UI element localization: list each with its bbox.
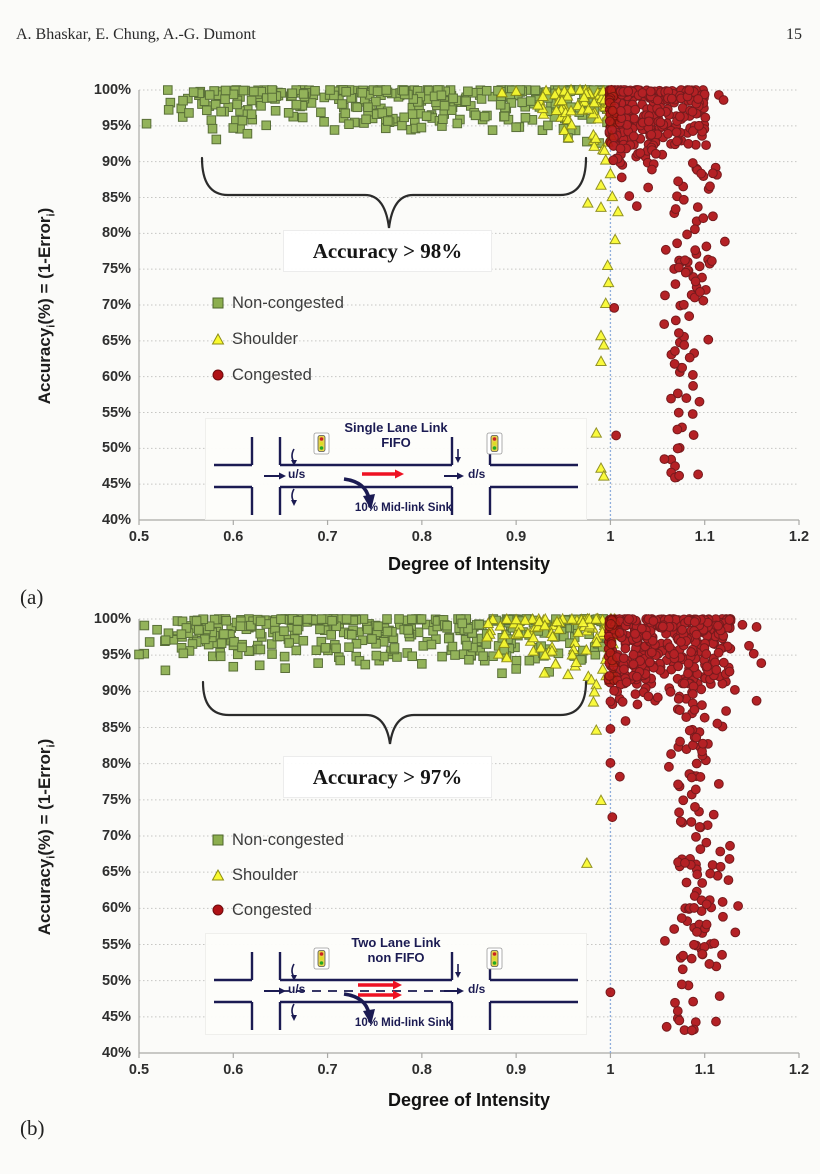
road-network xyxy=(214,952,578,1030)
x-tick-label: 1.1 xyxy=(694,1062,715,1078)
y-tick-label: 95% xyxy=(101,647,131,664)
y-tick-label: 90% xyxy=(101,153,131,170)
x-tick-label: 0.8 xyxy=(411,529,432,545)
y-tick-label: 65% xyxy=(101,864,131,881)
series-shoulder xyxy=(496,83,624,481)
y-tick-label: 60% xyxy=(101,368,131,385)
inset-ds-label-a: d/s xyxy=(468,467,486,481)
x-tick-label: 0.6 xyxy=(223,529,244,545)
legend-item-congested-b: Congested xyxy=(211,901,312,919)
inset-us-label-a: u/s xyxy=(288,467,306,481)
x-tick-label: 1.2 xyxy=(788,1062,810,1078)
x-tick-label: 1.2 xyxy=(788,529,810,545)
panel-label-b: (b) xyxy=(20,1116,45,1140)
x-tick-label: 1.1 xyxy=(694,529,715,545)
legend-square-icon xyxy=(212,834,224,846)
inset-us-label-b: u/s xyxy=(288,982,306,996)
x-tick-label: 0.6 xyxy=(223,1062,244,1078)
legend-square-icon xyxy=(212,297,224,309)
header-authors: A. Bhaskar, E. Chung, A.-G. Dumont xyxy=(16,26,256,43)
x-tick-label: 1 xyxy=(606,1062,615,1078)
inset-road-drawing-a xyxy=(214,432,578,515)
x-axis-title-a: Degree of Intensity xyxy=(387,554,551,574)
y-tick-label: 85% xyxy=(101,189,131,206)
x-tick-label: 0.5 xyxy=(128,1062,150,1078)
x-tick-label: 1 xyxy=(606,529,615,545)
legend-circle-icon xyxy=(212,904,224,916)
header-page-number: 15 xyxy=(786,26,802,43)
y-tick-label: 50% xyxy=(101,440,131,457)
y-tick-label: 70% xyxy=(101,828,131,844)
brace-annotation xyxy=(201,680,588,745)
y-tick-label: 40% xyxy=(101,512,131,528)
x-tick-label: 0.8 xyxy=(411,1062,432,1078)
legend-item-non-congested-a: Non-congested xyxy=(211,294,344,312)
y-tick-label: 65% xyxy=(101,332,131,349)
x-tick-label: 0.7 xyxy=(317,1062,338,1078)
y-tick-label: 75% xyxy=(101,261,131,278)
legend-item-shoulder-a: Shoulder xyxy=(211,330,298,348)
scatter-svg-b xyxy=(134,612,800,1058)
x-tick-label: 0.5 xyxy=(128,529,150,545)
y-tick-label: 80% xyxy=(101,225,131,242)
gridlines xyxy=(138,618,800,1058)
inset-sink-label-b: 10% Mid-link Sink xyxy=(354,1017,453,1029)
legend-triangle-icon xyxy=(211,868,225,881)
x-axis-title-b: Degree of Intensity xyxy=(387,1090,551,1110)
scatter-svg-a xyxy=(138,83,800,525)
y-tick-label: 75% xyxy=(101,791,131,808)
inset-title-b: Two Lane Link non FIFO xyxy=(351,935,441,965)
inset-sink-label-a: 10% Mid-link Sink xyxy=(354,502,453,514)
traffic-light-icon xyxy=(486,432,503,455)
inset-ds-label-b: d/s xyxy=(468,982,486,996)
x-tick-label: 0.7 xyxy=(317,529,338,545)
traffic-light-icon xyxy=(313,947,330,970)
y-tick-label: 55% xyxy=(101,404,131,421)
x-tick-label: 0.9 xyxy=(506,529,527,545)
y-tick-label: 45% xyxy=(101,1008,131,1025)
gridlines xyxy=(138,89,800,525)
y-tick-label: 80% xyxy=(101,755,131,772)
annotation-text-a: Accuracy > 98% xyxy=(312,238,463,263)
y-tick-label: 90% xyxy=(101,683,131,700)
y-tick-label: 60% xyxy=(101,900,131,917)
y-tick-label: 40% xyxy=(101,1045,131,1061)
legend-item-non-congested-b: Non-congested xyxy=(211,831,344,849)
x-tick-label: 0.9 xyxy=(506,1062,527,1078)
inset-title-a: Single Lane Link FIFO xyxy=(344,420,448,450)
panel-label-a: (a) xyxy=(20,585,44,609)
y-tick-label: 100% xyxy=(93,82,131,98)
series-congested xyxy=(604,85,730,483)
plot-area-b: Accuracy > 97% Non-congested Shoulder Co… xyxy=(134,612,800,1058)
inset-diagram-two-lane: Two Lane Link non FIFO u/s d/s 10% Mid-li… xyxy=(205,933,587,1035)
annotation-box-b: Accuracy > 97% xyxy=(283,756,492,798)
y-tick-label: 55% xyxy=(101,936,131,953)
y-tick-label: 100% xyxy=(93,611,131,627)
legend-triangle-icon xyxy=(211,332,225,345)
y-tick-label: 95% xyxy=(101,117,131,134)
y-tick-label: 70% xyxy=(101,297,131,313)
inset-diagram-single-lane: Single Lane Link FIFO u/s d/s 10% Mid-lin… xyxy=(205,418,587,520)
legend-item-congested-a: Congested xyxy=(211,366,312,384)
annotation-box-a: Accuracy > 98% xyxy=(283,230,492,272)
legend-item-shoulder-b: Shoulder xyxy=(211,866,298,884)
series-congested xyxy=(603,614,767,1036)
traffic-light-icon xyxy=(313,432,330,455)
inset-road-drawing-b xyxy=(214,947,578,1030)
y-tick-label: 85% xyxy=(101,719,131,736)
annotation-text-b: Accuracy > 97% xyxy=(312,764,463,789)
brace-annotation xyxy=(200,156,588,229)
y-tick-label: 45% xyxy=(101,476,131,493)
traffic-light-icon xyxy=(486,947,503,970)
road-network xyxy=(214,437,578,515)
y-tick-label: 50% xyxy=(101,972,131,989)
plot-area-a: Accuracy > 98% Non-congested Shoulder Co… xyxy=(138,83,800,525)
legend-circle-icon xyxy=(212,369,224,381)
